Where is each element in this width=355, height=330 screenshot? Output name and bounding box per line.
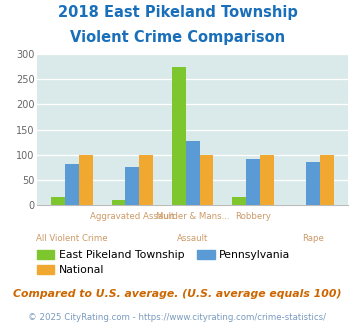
- Bar: [186, 141, 200, 205]
- Text: © 2025 CityRating.com - https://www.cityrating.com/crime-statistics/: © 2025 CityRating.com - https://www.city…: [28, 313, 327, 322]
- Bar: [139, 154, 153, 205]
- Bar: [200, 154, 213, 205]
- Bar: [172, 67, 186, 205]
- Bar: [232, 197, 246, 205]
- Text: Rape: Rape: [302, 234, 324, 243]
- Text: Robbery: Robbery: [235, 212, 271, 221]
- Bar: [125, 167, 139, 205]
- Text: Aggravated Assault: Aggravated Assault: [90, 212, 175, 221]
- Bar: [111, 200, 125, 205]
- Bar: [65, 164, 79, 205]
- Text: All Violent Crime: All Violent Crime: [36, 234, 108, 243]
- Bar: [79, 154, 93, 205]
- Legend: East Pikeland Township, National, Pennsylvania: East Pikeland Township, National, Pennsy…: [33, 246, 295, 279]
- Bar: [260, 154, 274, 205]
- Text: 2018 East Pikeland Township: 2018 East Pikeland Township: [58, 5, 297, 20]
- Text: Assault: Assault: [177, 234, 208, 243]
- Text: Murder & Mans...: Murder & Mans...: [156, 212, 229, 221]
- Text: Violent Crime Comparison: Violent Crime Comparison: [70, 30, 285, 45]
- Bar: [306, 162, 320, 205]
- Bar: [51, 197, 65, 205]
- Bar: [246, 159, 260, 205]
- Text: Compared to U.S. average. (U.S. average equals 100): Compared to U.S. average. (U.S. average …: [13, 289, 342, 299]
- Bar: [320, 154, 334, 205]
